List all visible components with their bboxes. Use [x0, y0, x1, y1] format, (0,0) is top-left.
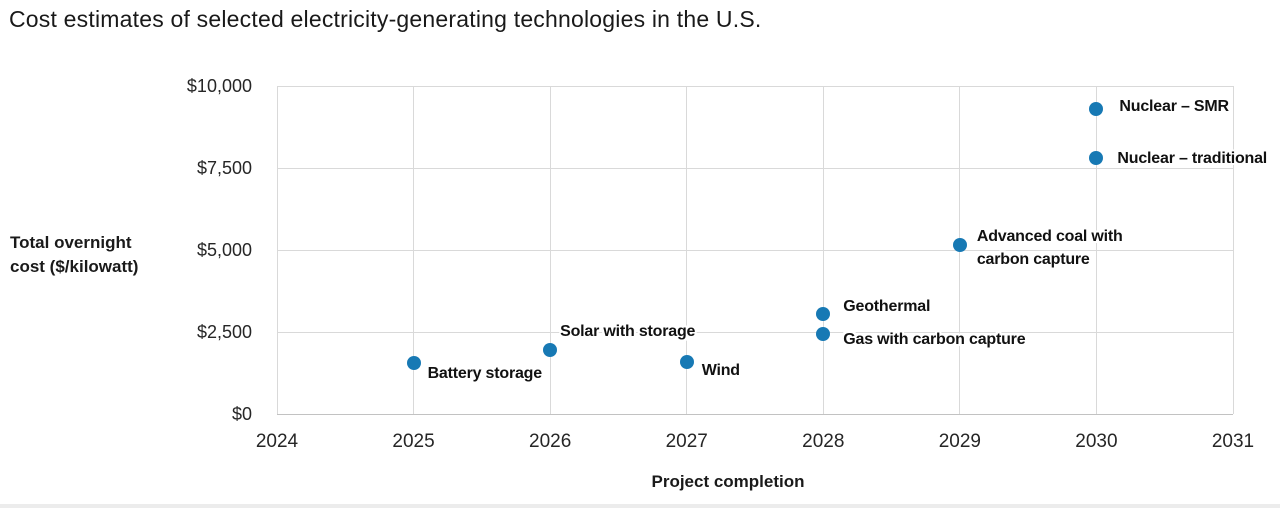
data-point-geothermal [816, 306, 831, 321]
data-point-solar-with-storage [543, 343, 558, 358]
y-tick-label-2-500: $2,500 [196, 322, 252, 342]
gridline-y-10000 [277, 85, 1233, 87]
gridline-x-2031 [1232, 86, 1234, 414]
x-tick-label-2025: 2025 [392, 431, 435, 452]
data-point-label-nuclear-traditional: Nuclear – traditional [1117, 147, 1267, 170]
x-tick-label-2026: 2026 [529, 431, 572, 452]
gridline-y-7500 [277, 167, 1233, 169]
point-label-line: Gas with carbon capture [843, 331, 1026, 349]
point-label-line: carbon capture [976, 251, 1090, 269]
point-label-line: Battery storage [427, 364, 543, 382]
y-tick-label-0: $0 [231, 404, 252, 424]
data-point-label-nuclear-smr: Nuclear – SMR [1119, 95, 1229, 118]
x-tick-label-2027: 2027 [665, 431, 708, 452]
x-tick-label-2029: 2029 [938, 431, 981, 452]
x-tick-label-2031: 2031 [1211, 431, 1255, 452]
data-point-label-solar-with-storage: Solar with storage [560, 320, 695, 343]
x-axis-title: Project completion [651, 472, 805, 491]
point-label-line: Advanced coal with [976, 228, 1123, 246]
data-point-label-battery-storage: Battery storage [427, 362, 543, 385]
x-tick-label-2024: 2024 [255, 431, 299, 452]
gridline-y-0 [277, 413, 1233, 415]
y-tick-label-10-000: $10,000 [186, 76, 252, 96]
bottom-strip [0, 504, 1280, 508]
point-label-line: Nuclear – traditional [1117, 149, 1268, 167]
data-point-label-gas-with-carbon-capture: Gas with carbon capture [843, 328, 1025, 351]
point-label-line: Wind [701, 362, 740, 380]
y-tick-label-5-000: $5,000 [196, 240, 252, 260]
data-point-label-geothermal: Geothermal [843, 295, 930, 318]
point-label-line: Geothermal [843, 298, 931, 316]
x-tick-label-2028: 2028 [802, 431, 845, 452]
gridline-y-2500 [277, 331, 1233, 333]
data-point-nuclear-smr [1089, 101, 1104, 116]
data-point-label-wind: Wind [702, 359, 740, 382]
y-axis-title: Total overnight cost ($/kilowatt) [10, 231, 138, 279]
gridline-y-5000 [277, 249, 1233, 251]
point-label-line: Nuclear – SMR [1119, 98, 1229, 116]
y-axis-title-line-1: Total overnight [10, 233, 132, 252]
data-point-nuclear-traditional [1089, 151, 1104, 166]
data-point-label-advanced-coal-with-carbon-capture: Advanced coal with carbon capture [977, 225, 1123, 271]
y-tick-label-7-500: $7,500 [196, 158, 252, 178]
data-point-gas-with-carbon-capture [816, 326, 831, 341]
chart-title: Cost estimates of selected electricity-g… [9, 6, 762, 32]
data-point-wind [679, 354, 694, 369]
y-axis-title-line-2: cost ($/kilowatt) [10, 257, 139, 276]
point-label-line: Solar with storage [560, 322, 696, 340]
data-point-advanced-coal-with-carbon-capture [952, 238, 967, 253]
data-point-battery-storage [406, 356, 421, 371]
x-tick-label-2030: 2030 [1075, 431, 1118, 452]
